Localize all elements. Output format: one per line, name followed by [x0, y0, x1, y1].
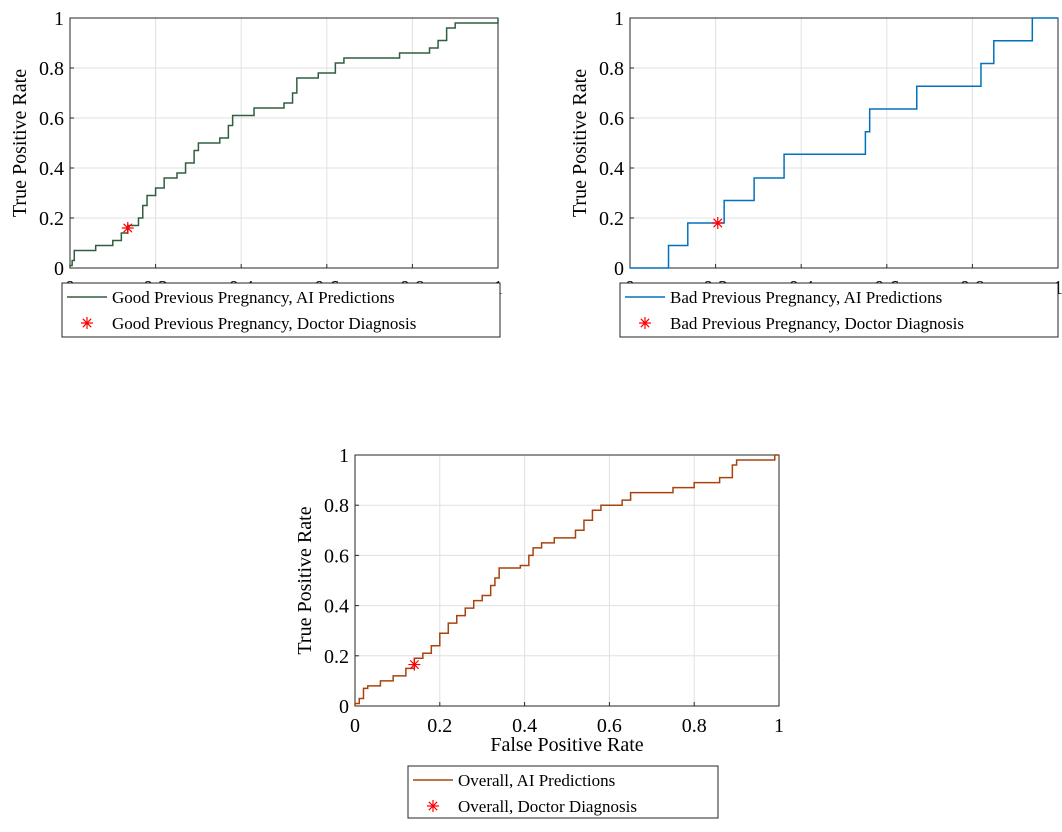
- doctor-marker: [121, 222, 134, 234]
- y-tick-label: 0: [339, 696, 349, 718]
- y-axis-label: True Positive Rate: [569, 69, 591, 217]
- asterisk-stroke: [427, 800, 439, 812]
- plot-area: [70, 18, 498, 268]
- legend-label: Overall, AI Predictions: [458, 771, 615, 790]
- legend-marker: [427, 800, 439, 812]
- legend-marker: [639, 317, 651, 329]
- y-tick-label: 0.2: [324, 646, 349, 668]
- y-tick-label: 1: [614, 8, 624, 30]
- plot-area: [355, 455, 779, 706]
- y-tick-label: 0: [54, 258, 64, 280]
- y-tick-label: 0.6: [39, 108, 64, 130]
- y-tick-label: 1: [54, 8, 64, 30]
- doctor-marker: [711, 217, 724, 229]
- doctor-marker: [408, 658, 421, 671]
- axes-box: [629, 17, 1059, 269]
- y-tick-label: 0.8: [599, 58, 624, 80]
- legend-label: Bad Previous Pregnancy, AI Predictions: [670, 288, 942, 307]
- y-tick-label: 0.6: [324, 545, 349, 567]
- y-axis-label: True Positive Rate: [294, 506, 316, 654]
- y-tick-label: 0.4: [39, 158, 64, 180]
- asterisk-stroke: [81, 317, 93, 329]
- legend-box: [61, 282, 501, 338]
- y-tick-label: 0.2: [39, 208, 64, 230]
- y-tick-label: 0.8: [324, 495, 349, 517]
- x-axis-label: False Positive Rate: [490, 734, 643, 756]
- x-tick-label: 0: [350, 715, 360, 737]
- y-tick-label: 0.2: [599, 208, 624, 230]
- legend-label: Overall, Doctor Diagnosis: [458, 797, 637, 816]
- asterisk-stroke: [711, 217, 724, 229]
- y-axis-label: True Positive Rate: [9, 69, 31, 217]
- legend-label: Good Previous Pregnancy, Doctor Diagnosi…: [112, 314, 416, 333]
- roc-line: [354, 454, 779, 706]
- x-tick-label: 0.8: [682, 715, 707, 737]
- y-tick-label: 0: [614, 258, 624, 280]
- y-tick-label: 0.4: [324, 596, 349, 618]
- legend-box: [407, 765, 719, 819]
- plot-area: [630, 18, 1058, 268]
- y-tick-label: 0.6: [599, 108, 624, 130]
- roc-line: [69, 18, 499, 268]
- y-tick-label: 0.8: [39, 58, 64, 80]
- x-tick-label: 0.4: [512, 715, 537, 737]
- x-tick-label: 0.6: [597, 715, 622, 737]
- y-tick-label: 1: [339, 445, 349, 467]
- x-tick-label: 0.2: [427, 715, 452, 737]
- y-tick-label: 0.4: [599, 158, 624, 180]
- legend-marker: [81, 317, 93, 329]
- axes-box: [354, 454, 780, 707]
- legend-label: Good Previous Pregnancy, AI Predictions: [112, 288, 395, 307]
- legend-box: [619, 282, 1059, 338]
- legend-label: Bad Previous Pregnancy, Doctor Diagnosis: [670, 314, 964, 333]
- asterisk-stroke: [121, 222, 134, 234]
- asterisk-stroke: [639, 317, 651, 329]
- roc-line: [630, 17, 1058, 269]
- asterisk-stroke: [408, 658, 421, 671]
- x-tick-label: 1: [774, 715, 784, 737]
- axes-box: [69, 17, 499, 269]
